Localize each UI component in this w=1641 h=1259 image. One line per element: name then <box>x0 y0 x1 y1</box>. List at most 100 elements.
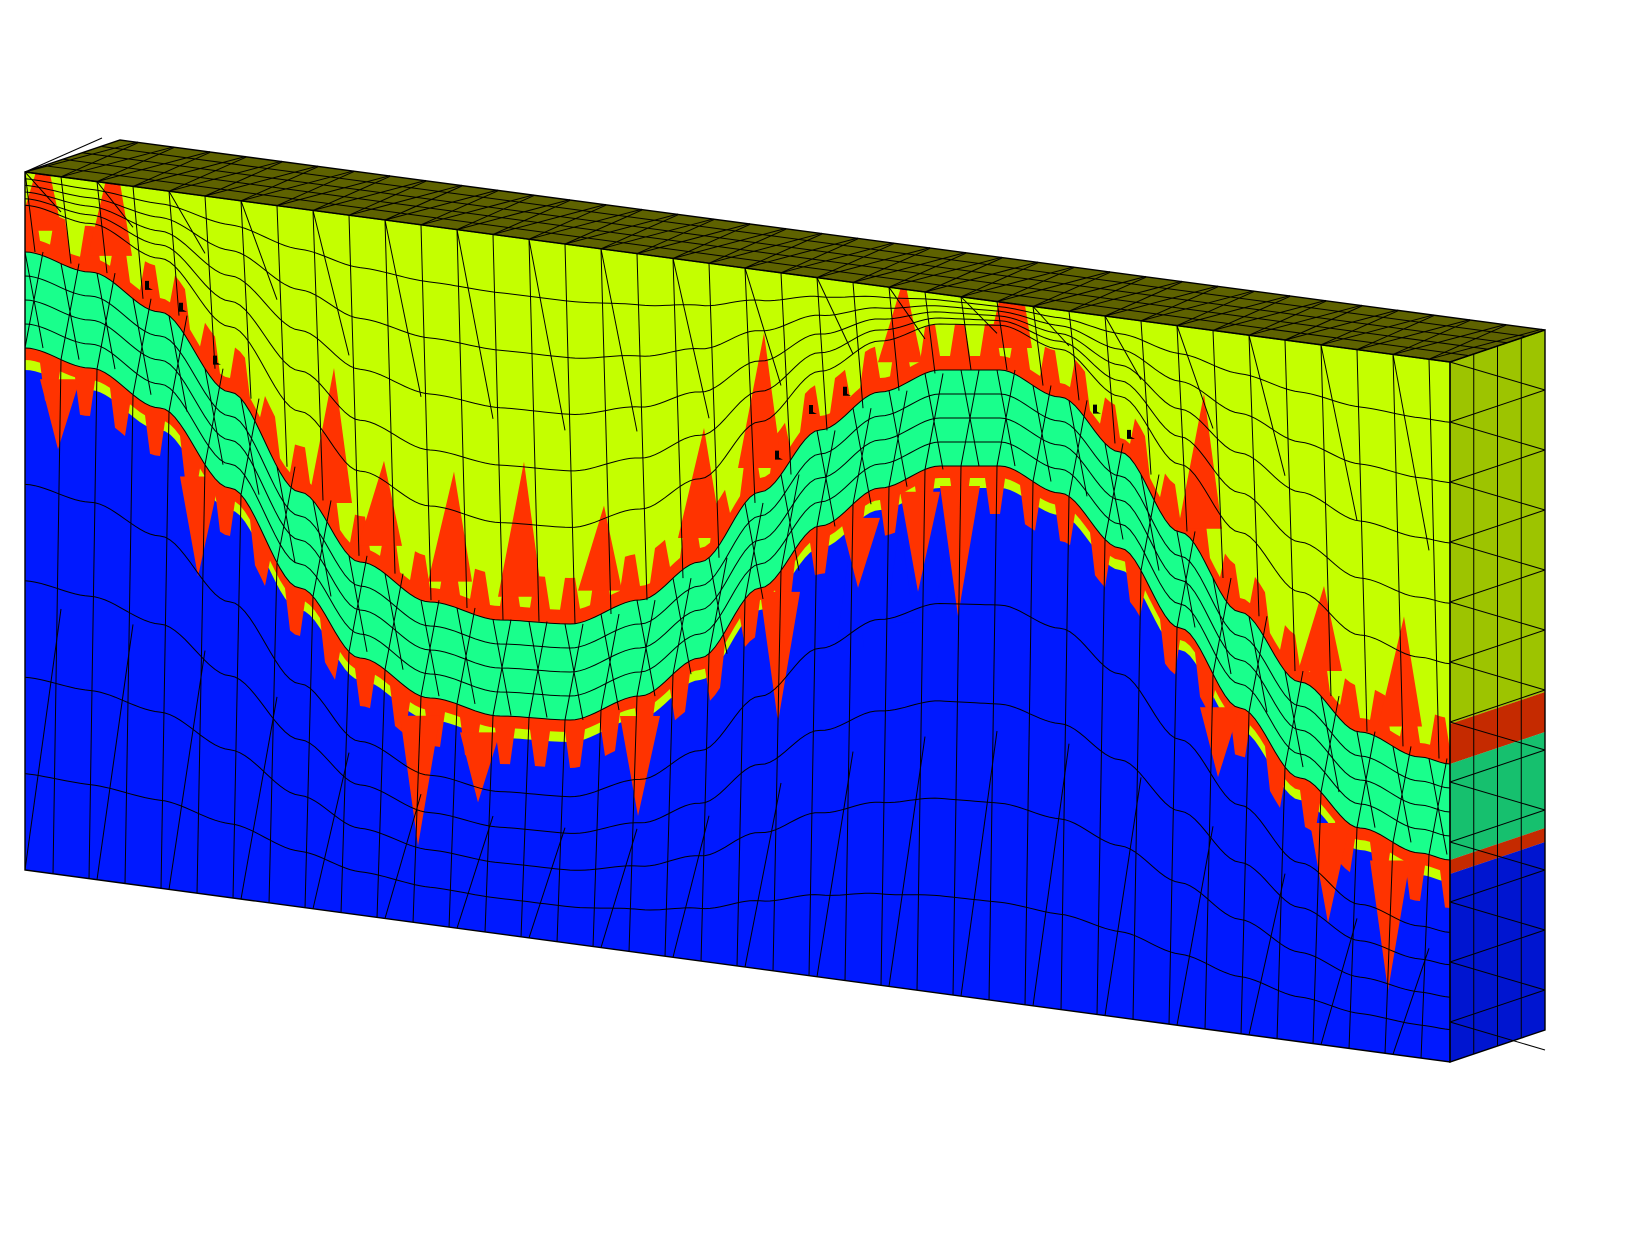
mesh-edge <box>96 624 134 880</box>
mesh-edge <box>700 653 710 963</box>
mesh-edge <box>1356 315 1435 351</box>
mesh-edge <box>312 175 391 211</box>
mesh-edge <box>1392 323 1507 355</box>
mesh-edge <box>25 275 1450 789</box>
mesh-edge <box>1176 325 1188 532</box>
mesh-edge <box>996 271 1111 303</box>
mesh-edge <box>888 256 1003 288</box>
mesh-edge <box>636 219 715 255</box>
mesh-edge <box>960 369 980 467</box>
mesh-edge <box>816 247 931 279</box>
mesh-edge <box>1428 758 1448 855</box>
mesh-edge <box>420 190 499 226</box>
mesh-edge <box>1204 673 1214 1031</box>
mesh-edge <box>456 229 494 419</box>
mesh-edge <box>744 237 859 269</box>
transition-spike <box>460 732 500 803</box>
mesh-edge <box>52 359 62 875</box>
mesh-edge <box>780 242 895 274</box>
mesh-edge <box>232 494 242 900</box>
mesh-edge <box>312 500 332 597</box>
mesh-edge <box>1320 918 1358 1045</box>
mesh-edge <box>25 608 62 871</box>
mesh-edge <box>304 596 314 909</box>
mesh-edge <box>1449 541 1546 571</box>
mesh-edge <box>1140 290 1255 322</box>
mesh-edge <box>528 621 548 718</box>
mesh-edge <box>1449 421 1546 451</box>
mesh-edge <box>1032 275 1147 307</box>
transition-spike <box>1310 823 1350 923</box>
mesh-edge <box>924 261 1039 293</box>
mesh-edge <box>852 251 967 283</box>
mesh-edge <box>1356 349 1368 732</box>
mesh-edge <box>1104 777 1142 1016</box>
mesh-edge <box>1449 481 1546 511</box>
transition-spike <box>738 333 782 468</box>
mesh-edge <box>1449 661 1546 691</box>
mesh-edge <box>1320 344 1332 697</box>
mesh-edge <box>708 232 823 264</box>
mesh-edge <box>1096 539 1106 1016</box>
mesh-edge <box>1176 291 1255 327</box>
mesh-edge <box>276 466 296 563</box>
mesh-edge <box>780 238 859 274</box>
black-node-marker-icon <box>145 280 153 290</box>
mesh-edge <box>1449 781 1546 811</box>
mesh-edge <box>88 369 98 880</box>
interface-band-fill <box>25 252 1450 860</box>
mesh-edge <box>1132 570 1142 1021</box>
mesh-edge <box>1248 335 1286 476</box>
transition-spike <box>678 428 722 538</box>
mesh-edge <box>1032 385 1052 482</box>
mesh-edge <box>1032 271 1111 307</box>
mesh-edge <box>816 751 854 977</box>
mesh-edge <box>456 607 476 705</box>
mesh-edge <box>348 555 368 652</box>
transition-spike <box>498 461 542 597</box>
mesh-edge <box>672 815 710 958</box>
mesh-edge <box>744 233 823 269</box>
mesh-edge <box>240 200 252 399</box>
mesh-edge <box>520 717 530 938</box>
mesh-edge <box>1104 443 1124 540</box>
mesh-edge <box>312 179 427 211</box>
mesh-edge <box>924 373 944 470</box>
black-node-marker-icon <box>843 386 851 396</box>
mesh-edge <box>852 282 864 409</box>
mesh-edge <box>384 573 404 670</box>
transition-band-upper <box>25 206 1450 766</box>
transition-spike <box>400 715 440 846</box>
side-outline <box>1449 329 1546 1063</box>
mesh-edge <box>384 185 463 221</box>
mesh-edge <box>204 161 283 197</box>
mesh-edge <box>60 146 175 178</box>
mesh-edge <box>1140 474 1160 571</box>
mesh-edge <box>564 209 643 245</box>
mesh-edge <box>528 827 566 939</box>
right-side-face <box>1449 329 1546 1062</box>
mesh-edge <box>556 719 566 943</box>
transition-spike <box>180 476 220 577</box>
mesh-edge <box>772 570 782 972</box>
mesh-edge <box>124 394 134 885</box>
black-node-marker-icon <box>213 355 221 365</box>
mesh-edge <box>25 198 1450 604</box>
mesh-edge <box>1068 280 1183 312</box>
mesh-edge <box>492 234 504 620</box>
mesh-edge <box>1392 948 1430 1055</box>
transition-spike <box>88 172 132 256</box>
mesh-edge <box>492 619 512 716</box>
transition-spike <box>428 471 472 582</box>
mesh-edge <box>25 676 1450 998</box>
mesh-edge <box>636 223 751 255</box>
mesh-edge <box>1320 314 1435 346</box>
transition-spike <box>760 591 800 722</box>
mesh-edge <box>1140 320 1152 475</box>
mesh-edge <box>1428 324 1507 360</box>
mesh-edge <box>996 267 1075 303</box>
mesh-edge <box>456 199 571 231</box>
mesh-edge <box>448 703 458 929</box>
mesh-edge <box>636 600 656 697</box>
